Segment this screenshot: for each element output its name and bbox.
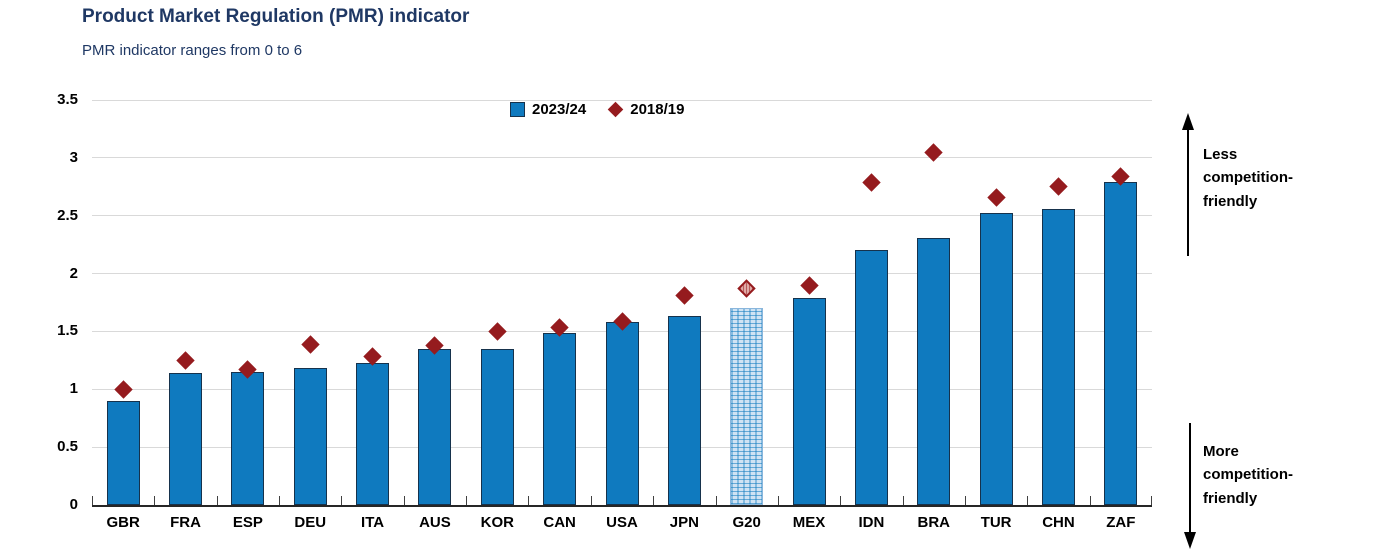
x-axis-tick [466,496,467,505]
x-axis-tick [591,496,592,505]
chart-title: Product Market Regulation (PMR) indicato… [82,6,470,27]
x-axis-tick [653,496,654,505]
x-axis-tick [778,496,779,505]
diamond-marker [675,286,694,305]
bar [293,368,327,505]
diamond-marker [986,187,1006,207]
x-tick-label: JPN [669,514,699,531]
diamond-marker [924,142,943,162]
gridline [92,99,1152,101]
y-tick-label: 0.5 [57,438,78,456]
x-axis-tick [341,496,342,505]
bar [854,250,888,505]
x-axis-tick [154,496,155,505]
x-tick-label: TUR [980,514,1012,531]
y-tick-label: 3.5 [57,91,78,108]
diamond-marker [176,351,195,370]
x-axis-tick [217,496,218,505]
bar [480,348,514,505]
x-tick-label: DEU [294,514,327,531]
bar [106,400,140,505]
x-tick-label: USA [606,514,638,531]
diamond-marker [113,380,133,399]
bar [605,322,639,505]
chart-legend: 2023/24 2018/19 [510,101,684,118]
x-tick-label: IDN [858,514,885,531]
bar [356,362,390,505]
x-tick-label: ESP [232,514,263,531]
bar [979,213,1013,505]
diamond-marker [799,275,819,295]
bar [667,316,701,505]
x-tick-label: ITA [361,514,385,531]
bar [1041,208,1075,505]
x-axis-tick [965,496,966,505]
y-tick-label: 1 [69,380,78,398]
diamond-marker [1049,177,1068,196]
down-arrow-icon [1184,423,1196,549]
x-axis-labels: GBR FRA ESP DEU ITA AUS KOR CAN USA JPN G20 MEX IDN B… [92,514,1152,538]
x-tick-label: ZAF [1106,514,1136,531]
x-tick-label: CAN [543,514,576,531]
y-tick-label: 2.5 [57,206,78,224]
x-tick-label: GBR [106,514,140,531]
diamond-marker [862,172,881,192]
bar [792,297,826,505]
diamond-marker [301,334,320,354]
up-arrow-icon [1182,113,1194,256]
x-axis-tick [279,496,280,505]
y-tick-label: 0 [69,496,78,513]
annotation-more-competition: More competition-friendly [1203,443,1293,507]
bar [543,332,577,505]
x-axis-tick [404,496,405,505]
x-axis-tick [1027,496,1028,505]
legend-label: 2023/24 [532,101,587,118]
x-axis-tick [1090,496,1091,505]
x-tick-label: MEX [792,514,826,531]
diamond-marker [488,322,507,341]
bar [1104,182,1138,505]
legend-marker-square [510,102,525,117]
x-tick-label: CHN [1042,514,1075,531]
bar [418,348,452,505]
bar [917,237,951,505]
x-tick-label: AUS [419,514,451,531]
x-axis-tick [903,496,904,505]
chart-subtitle: PMR indicator ranges from 0 to 6 [82,42,303,59]
x-tick-label: FRA [170,514,201,531]
legend-label: 2018/19 [630,101,685,118]
x-tick-label: KOR [480,514,514,531]
diamond-marker [737,279,756,298]
annotation-less-competition: Less competition-friendly [1203,146,1293,210]
bar [730,308,764,505]
gridline [92,215,1152,217]
legend-item-2023-24: 2023/24 [510,101,586,118]
gridline [92,273,1152,275]
plot-area: 2023/24 2018/19 [92,99,1152,507]
x-axis-tick [92,496,93,505]
x-axis-tick [1151,496,1152,505]
x-axis-tick [528,496,529,505]
y-axis-labels: 0 0.5 1 1.5 2 2.5 3 3.5 [0,91,78,513]
y-tick-label: 1.5 [57,322,78,340]
x-tick-label: BRA [917,514,951,531]
legend-item-2018-19: 2018/19 [607,101,685,118]
x-tick-label: G20 [732,514,761,531]
legend-marker-diamond [607,101,624,118]
y-tick-label: 2 [69,264,78,282]
gridline [92,157,1152,159]
bar [231,371,265,505]
bar [169,373,203,505]
x-axis-tick [840,496,841,505]
y-tick-label: 3 [69,148,78,166]
x-axis-tick [716,496,717,505]
